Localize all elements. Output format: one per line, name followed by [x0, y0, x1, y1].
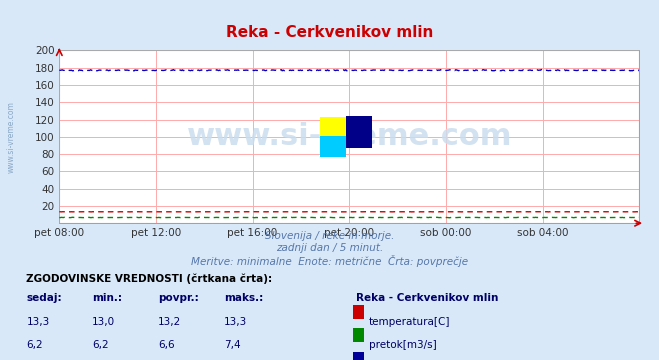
Text: temperatura[C]: temperatura[C]	[369, 317, 451, 327]
Text: Reka - Cerkvenikov mlin: Reka - Cerkvenikov mlin	[356, 293, 498, 303]
Text: ZGODOVINSKE VREDNOSTI (črtkana črta):: ZGODOVINSKE VREDNOSTI (črtkana črta):	[26, 274, 272, 284]
Text: sedaj:: sedaj:	[26, 293, 62, 303]
Text: 6,2: 6,2	[92, 340, 109, 350]
Text: 13,3: 13,3	[224, 317, 247, 327]
Text: www.si-vreme.com: www.si-vreme.com	[186, 122, 512, 151]
Bar	[59, 50, 639, 223]
Text: 6,2: 6,2	[26, 340, 43, 350]
Text: pretok[m3/s]: pretok[m3/s]	[369, 340, 437, 350]
Text: 13,2: 13,2	[158, 317, 181, 327]
Text: 13,0: 13,0	[92, 317, 115, 327]
Text: 6,6: 6,6	[158, 340, 175, 350]
Text: povpr.:: povpr.:	[158, 293, 199, 303]
Text: www.si-vreme.com: www.si-vreme.com	[7, 101, 16, 173]
Text: Reka - Cerkvenikov mlin: Reka - Cerkvenikov mlin	[226, 25, 433, 40]
Text: maks.:: maks.:	[224, 293, 264, 303]
Text: 13,3: 13,3	[26, 317, 49, 327]
Text: Meritve: minimalne  Enote: metrične  Črta: povprečje: Meritve: minimalne Enote: metrične Črta:…	[191, 255, 468, 267]
Text: 7,4: 7,4	[224, 340, 241, 350]
Text: min.:: min.:	[92, 293, 123, 303]
Text: zadnji dan / 5 minut.: zadnji dan / 5 minut.	[276, 243, 383, 253]
Text: Slovenija / reke in morje.: Slovenija / reke in morje.	[265, 231, 394, 241]
